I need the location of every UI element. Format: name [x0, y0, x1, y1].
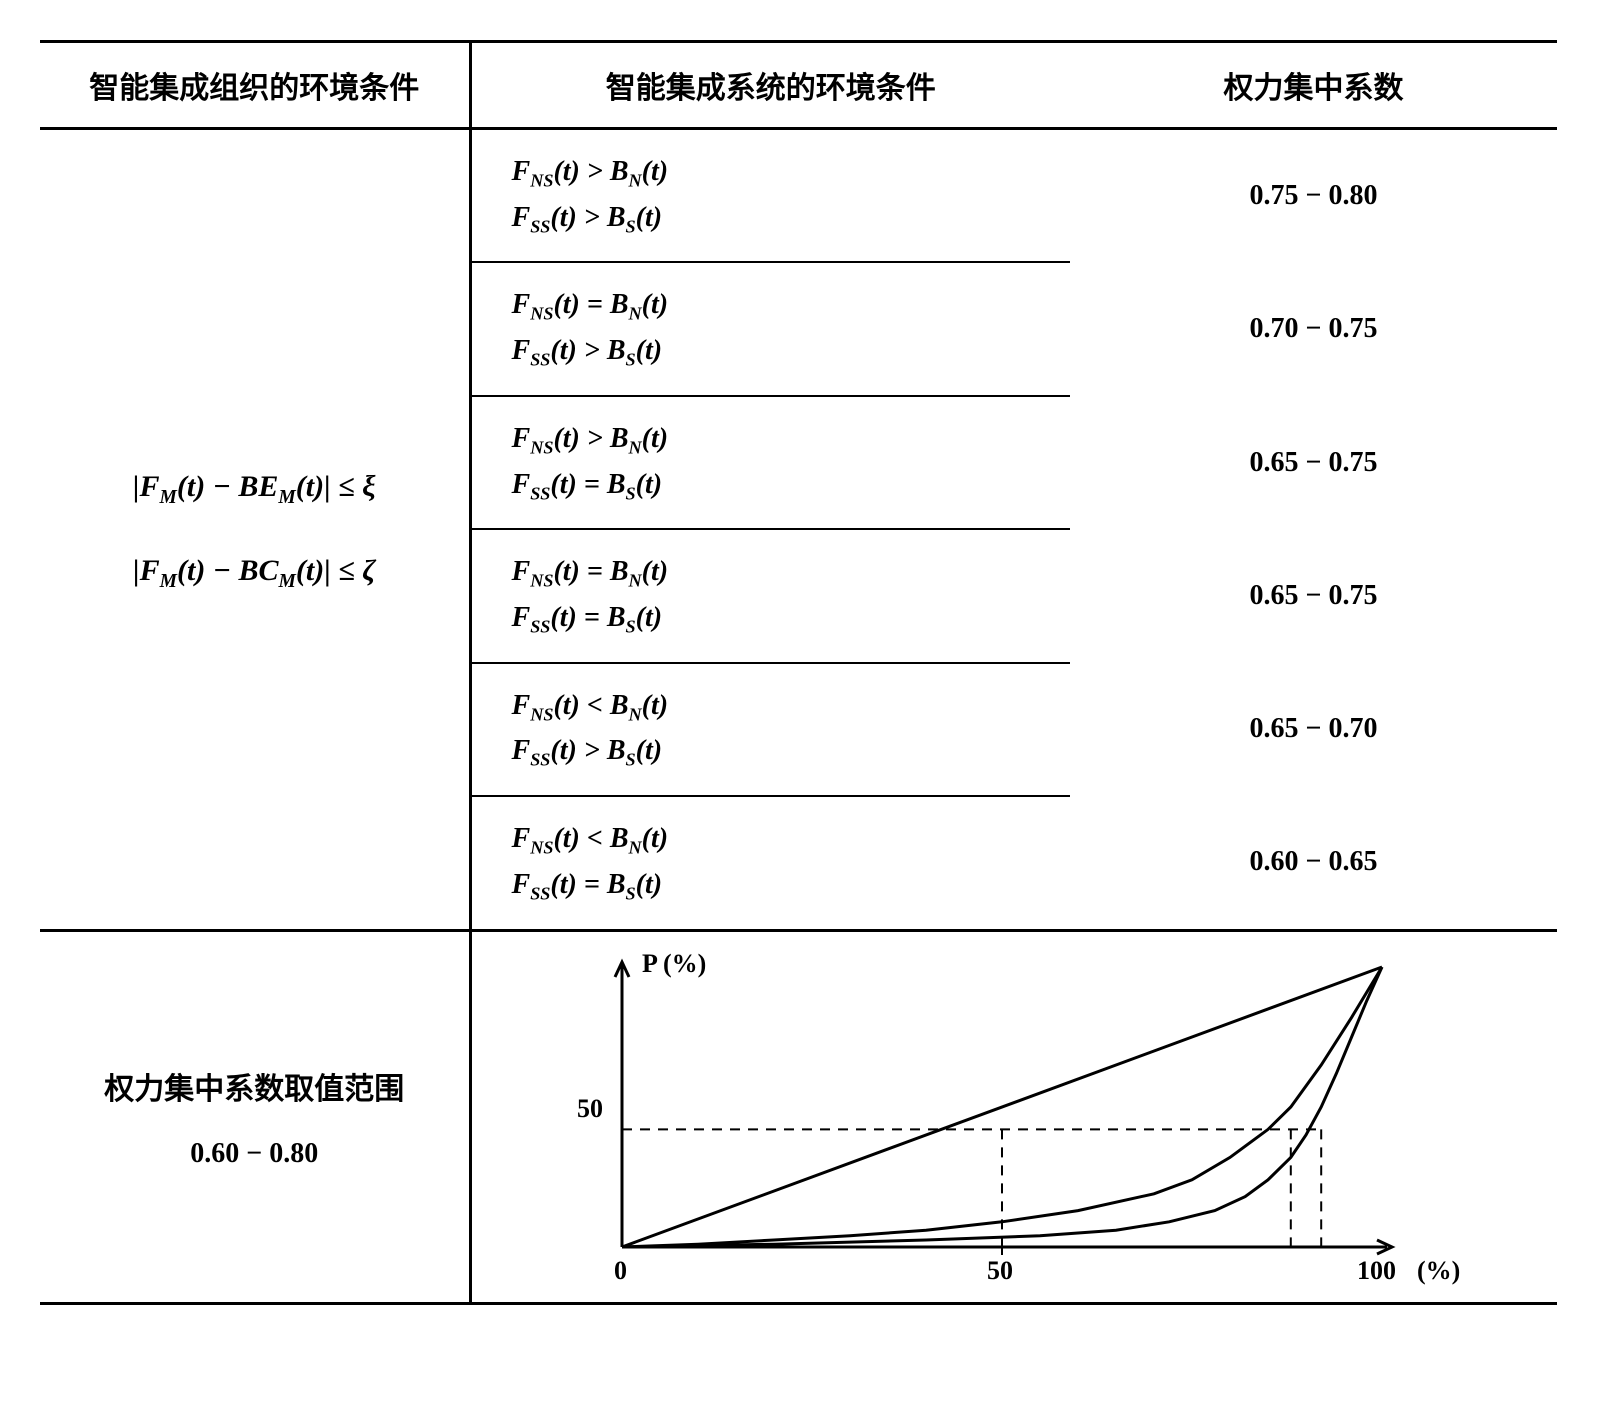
coef-0: 0.75 − 0.80: [1070, 129, 1557, 263]
coef-5: 0.60 − 0.65: [1070, 796, 1557, 930]
org-cond-line1: |FM(t) − BEM(t)| ≤ ξ: [41, 445, 468, 529]
coef-4: 0.65 − 0.70: [1070, 663, 1557, 796]
svg-text:50: 50: [577, 1094, 603, 1123]
sys-cond-2: FNS(t) > BN(t)FSS(t) = BS(t): [470, 396, 1070, 529]
org-condition-cell: |FM(t) − BEM(t)| ≤ ξ |FM(t) − BCM(t)| ≤ …: [40, 129, 470, 931]
sys-cond-5: FNS(t) < BN(t)FSS(t) = BS(t): [470, 796, 1070, 930]
sys-cond-4: FNS(t) < BN(t)FSS(t) > BS(t): [470, 663, 1070, 796]
svg-text:100: 100: [1357, 1256, 1396, 1285]
svg-text:(%): (%): [1417, 1256, 1460, 1285]
coef-3: 0.65 − 0.75: [1070, 529, 1557, 662]
header-col1: 智能集成组织的环境条件: [40, 42, 470, 129]
sys-cond-3: FNS(t) = BN(t)FSS(t) = BS(t): [470, 529, 1070, 662]
coef-1: 0.70 − 0.75: [1070, 262, 1557, 395]
org-cond-line2: |FM(t) − BCM(t)| ≤ ζ: [41, 529, 468, 613]
lorenz-chart: P (%) 50 0 50 100 (%): [502, 947, 1482, 1287]
range-cell: 权力集中系数取值范围 0.60 − 0.80: [40, 930, 470, 1303]
header-col2: 智能集成系统的环境条件: [470, 42, 1070, 129]
svg-text:0: 0: [614, 1256, 627, 1285]
sys-cond-1: FNS(t) = BN(t)FSS(t) > BS(t): [470, 262, 1070, 395]
header-col3: 权力集中系数: [1070, 42, 1557, 129]
conditions-table: 智能集成组织的环境条件 智能集成系统的环境条件 权力集中系数 |FM(t) − …: [40, 40, 1557, 1305]
bottom-row: 权力集中系数取值范围 0.60 − 0.80 P (%) 50 0 50 100 (%): [40, 930, 1557, 1303]
range-value: 0.60 − 0.80: [60, 1138, 449, 1170]
sys-cond-0: FNS(t) > BN(t)FSS(t) > BS(t): [470, 129, 1070, 263]
range-title: 权力集中系数取值范围: [60, 1064, 449, 1108]
svg-text:P (%): P (%): [642, 949, 706, 978]
header-row: 智能集成组织的环境条件 智能集成系统的环境条件 权力集中系数: [40, 42, 1557, 129]
svg-text:50: 50: [987, 1256, 1013, 1285]
body-row: |FM(t) − BEM(t)| ≤ ξ |FM(t) − BCM(t)| ≤ …: [40, 129, 1557, 263]
coef-2: 0.65 − 0.75: [1070, 396, 1557, 529]
chart-svg: P (%) 50 0 50 100 (%): [502, 947, 1482, 1287]
chart-cell: P (%) 50 0 50 100 (%): [470, 930, 1557, 1303]
